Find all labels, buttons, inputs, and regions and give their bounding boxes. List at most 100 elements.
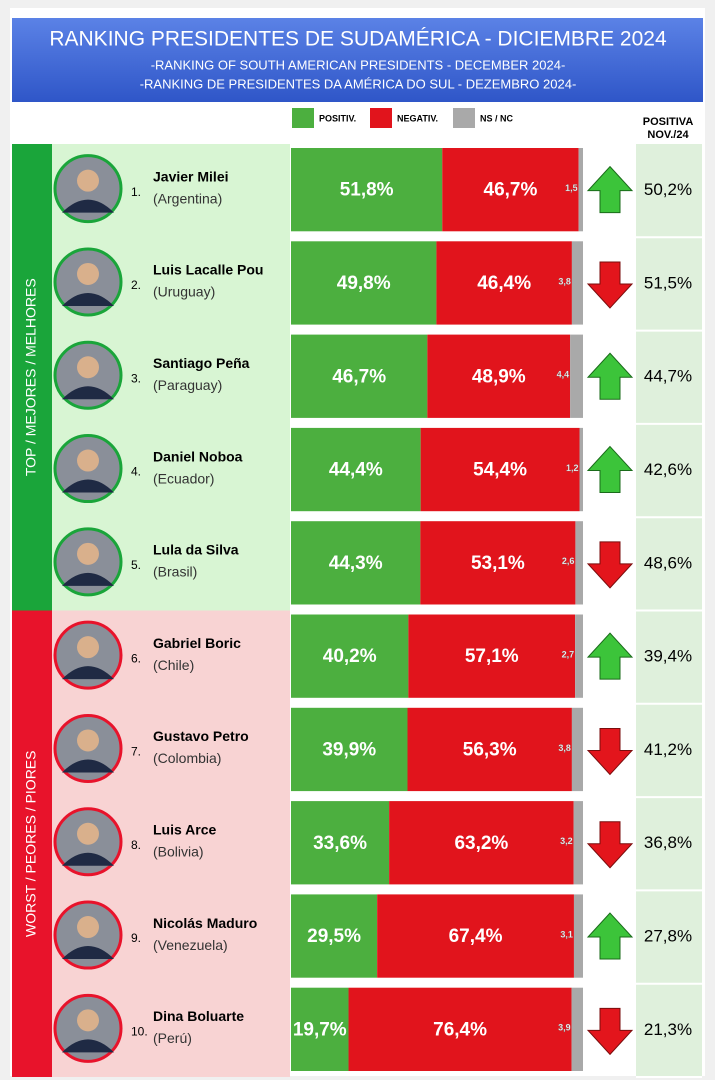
bar-label: 57,1%	[465, 646, 519, 667]
bar-label: 76,4%	[433, 1019, 487, 1040]
bar-label: 46,7%	[332, 366, 386, 387]
bar-label: 56,3%	[463, 739, 517, 760]
bar-segment	[571, 987, 583, 1071]
rank: 2.	[131, 278, 141, 292]
bar-label: 1,2	[566, 463, 579, 473]
legend-label: NEGATIV.	[397, 113, 438, 123]
trend-arrow	[586, 541, 634, 589]
country: (Venezuela)	[153, 937, 228, 953]
previous-value: 36,8%	[644, 833, 692, 852]
name: Gustavo Petro	[153, 728, 249, 744]
group-strip	[12, 144, 52, 611]
bar-segment	[407, 707, 572, 792]
bar-label: 3,1	[560, 929, 573, 939]
photo-body	[62, 946, 114, 960]
rank: 10.	[131, 1025, 148, 1039]
trend-arrow	[586, 727, 634, 776]
bar-segment	[291, 801, 390, 885]
photo-body	[62, 572, 114, 586]
legend-swatch	[453, 108, 475, 128]
bar-label: 29,5%	[307, 926, 361, 947]
trend-arrow	[586, 445, 634, 494]
photo-head	[77, 636, 99, 659]
bar-segment	[389, 801, 574, 885]
name: Gabriel Boric	[153, 635, 241, 651]
bar-label: 54,4%	[473, 460, 527, 481]
photo-body	[62, 666, 114, 680]
rank: 6.	[131, 651, 141, 665]
rank: 5.	[131, 558, 141, 572]
legend-swatch	[292, 108, 314, 128]
legend-label: NS / NC	[480, 113, 514, 123]
previous-value: 27,8%	[644, 927, 692, 946]
bar-label: 63,2%	[454, 833, 508, 854]
bar-label: 53,1%	[471, 553, 525, 574]
photo-head	[77, 542, 99, 565]
rank: 1.	[131, 185, 141, 199]
country: (Paraguay)	[153, 377, 222, 393]
bar-segment	[571, 707, 583, 792]
country: (Chile)	[153, 657, 194, 673]
previous-value: 41,2%	[644, 740, 692, 759]
name: Lula da Silva	[153, 542, 239, 558]
photo-head	[77, 1009, 99, 1032]
bar-segment	[291, 894, 378, 978]
bar-segment	[348, 987, 572, 1071]
photo-body	[62, 199, 114, 213]
bar-segment	[420, 427, 580, 512]
bar-label: 3,8	[558, 276, 571, 286]
bar-label: 48,9%	[472, 366, 526, 387]
bar-label: 2,7	[562, 650, 575, 660]
bar-segment	[291, 521, 421, 605]
bar-label: 2,6	[562, 556, 575, 566]
group-strip	[12, 610, 52, 1077]
bar-segment	[575, 614, 583, 698]
bar-label: 40,2%	[323, 646, 377, 667]
bar-label: 3,9	[558, 1023, 571, 1033]
rank: 7.	[131, 745, 141, 759]
bar-segment	[291, 614, 409, 698]
photo-body	[62, 386, 114, 400]
bar-segment	[571, 241, 583, 325]
bar-segment	[579, 427, 583, 512]
title: RANKING PRESIDENTES DE SUDAMÉRICA - DICI…	[49, 28, 667, 51]
bar-label: 67,4%	[449, 926, 503, 947]
photo-body	[62, 479, 114, 493]
header	[12, 18, 703, 102]
trend-arrow	[586, 165, 634, 214]
photo-body	[62, 852, 114, 866]
bar-label: 46,7%	[484, 180, 538, 201]
previous-value: 50,2%	[644, 180, 692, 199]
bar-segment	[442, 148, 579, 232]
rank: 8.	[131, 838, 141, 852]
previous-title: POSITIVA	[643, 116, 694, 128]
rank: 9.	[131, 931, 141, 945]
trend-arrow	[586, 912, 634, 960]
photo-head	[77, 729, 99, 752]
bar-segment	[291, 707, 408, 792]
country: (Bolivia)	[153, 843, 204, 859]
previous-value: 39,4%	[644, 647, 692, 666]
country: (Brasil)	[153, 564, 197, 580]
trend-arrow	[586, 821, 634, 869]
bar-segment	[436, 241, 572, 325]
previous-title: NOV./24	[647, 129, 689, 141]
bar-label: 44,3%	[329, 553, 383, 574]
bar-label: 3,2	[560, 836, 573, 846]
name: Luis Lacalle Pou	[153, 262, 263, 278]
bar-label: 3,8	[558, 743, 571, 753]
bar-segment	[427, 334, 571, 418]
bar-segment	[573, 801, 583, 885]
bar-label: 44,4%	[329, 460, 383, 481]
bar-label: 46,4%	[477, 273, 531, 294]
photo-head	[77, 449, 99, 472]
bar-label: 4,4	[557, 370, 570, 380]
trend-arrow	[586, 1007, 634, 1056]
subtitle: -RANKING OF SOUTH AMERICAN PRESIDENTS - …	[151, 57, 566, 72]
legend-swatch	[370, 108, 392, 128]
country: (Perú)	[153, 1030, 192, 1046]
rank: 4.	[131, 465, 141, 479]
name: Luis Arce	[153, 821, 216, 837]
bar-segment	[570, 334, 583, 418]
